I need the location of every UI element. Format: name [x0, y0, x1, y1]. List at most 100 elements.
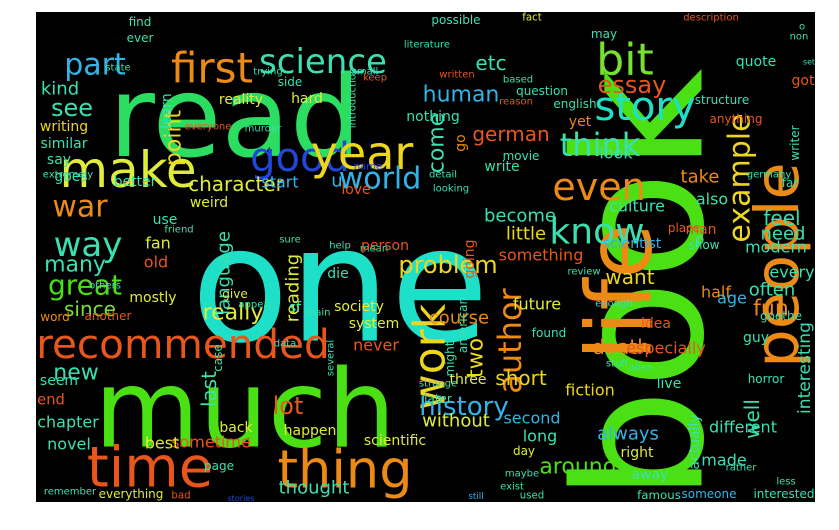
cloud-word: fact [522, 13, 541, 24]
cloud-word: german [472, 122, 549, 146]
cloud-word: got [792, 73, 815, 89]
cloud-word: last [197, 371, 221, 407]
cloud-word: culture [609, 197, 665, 216]
cloud-word: alien [629, 363, 653, 374]
cloud-word: goes [54, 169, 87, 185]
cloud-word: question [516, 84, 568, 98]
cloud-word: write [484, 159, 519, 175]
cloud-word: hard [291, 91, 323, 107]
cloud-word: well [740, 399, 764, 439]
cloud-word: page [204, 459, 234, 473]
cloud-word: back [219, 420, 253, 436]
cloud-word: made [701, 451, 746, 470]
cloud-word: reality [219, 92, 263, 108]
cloud-word: way [54, 225, 123, 265]
cloud-word: example [723, 113, 758, 242]
cloud-word: know [549, 212, 644, 253]
cloud-word: work [405, 303, 456, 410]
cloud-word: reading [283, 254, 304, 322]
cloud-word: show [688, 238, 719, 252]
cloud-word: yet [569, 114, 592, 130]
cloud-word: war [52, 190, 108, 225]
cloud-word: scientist [603, 236, 662, 252]
cloud-word: small [352, 67, 379, 78]
cloud-word: thing [277, 440, 412, 501]
cloud-word: side [278, 75, 303, 89]
cloud-word: read [109, 53, 361, 183]
cloud-word: bad [171, 491, 190, 502]
cloud-word: sure [279, 235, 301, 246]
cloud-word: rather [726, 463, 758, 474]
cloud-word: american [456, 297, 470, 353]
cloud-word: found [532, 326, 566, 340]
cloud-word: around [539, 455, 616, 480]
cloud-word: recommended [36, 320, 330, 368]
cloud-word: three [449, 372, 486, 388]
cloud-word: look [599, 144, 633, 163]
cloud-word: bit [596, 35, 653, 86]
cloud-word: little [506, 224, 546, 245]
cloud-word: great [48, 269, 122, 302]
cloud-word: die [327, 266, 348, 282]
cloud-word: friend [164, 225, 193, 236]
cloud-word: place [668, 221, 700, 235]
cloud-word: famous [637, 488, 681, 502]
cloud-word: also [696, 190, 728, 209]
cloud-word: u [331, 171, 342, 192]
cloud-word: introduction [348, 68, 359, 128]
cloud-word: away [632, 467, 669, 483]
cloud-word: give [222, 287, 247, 301]
cloud-word: often [749, 280, 796, 301]
cloud-word: less [776, 477, 795, 488]
cloud-word: interested [753, 487, 814, 501]
cloud-word: think [560, 126, 641, 164]
cloud-word: possible [431, 13, 480, 27]
cloud-word: say [47, 152, 71, 168]
cloud-word: man [685, 222, 716, 238]
cloud-word: much [94, 348, 395, 473]
cloud-word: two [464, 338, 489, 378]
cloud-word: everything [99, 487, 164, 501]
cloud-word: far [782, 176, 799, 190]
cloud-word: take [681, 167, 720, 188]
cloud-word: data [274, 339, 297, 350]
cloud-word: appear [238, 300, 274, 311]
cloud-word: death [592, 335, 650, 359]
cloud-word: lot [273, 392, 304, 420]
cloud-word: really [203, 301, 264, 326]
cloud-word: might [443, 341, 457, 376]
cloud-word: science [259, 42, 387, 82]
cloud-word: maybe [505, 469, 539, 480]
cloud-word: nothing [406, 109, 459, 125]
cloud-word: history [419, 392, 508, 422]
cloud-word: others [89, 281, 121, 292]
cloud-word: modern [745, 238, 807, 257]
cloud-word: without [422, 411, 490, 432]
cloud-word: looking [433, 184, 469, 195]
cloud-word: one [191, 192, 489, 379]
cloud-word: language [214, 231, 235, 315]
cloud-word: used [520, 491, 545, 502]
cloud-word: name [354, 162, 382, 173]
cloud-word: similar [41, 136, 88, 152]
cloud-word: novel [47, 435, 91, 454]
cloud-word: second [503, 409, 560, 428]
cloud-word: person [361, 238, 409, 254]
cloud-word: stuff [606, 359, 629, 370]
cloud-word: since [64, 297, 116, 321]
cloud-word: remember [44, 487, 97, 498]
cloud-word: happen [284, 423, 337, 439]
cloud-word: even [552, 165, 645, 209]
cloud-word: day [513, 444, 535, 458]
cloud-word: course [429, 308, 489, 329]
cloud-word: different [709, 418, 777, 437]
cloud-word: future [513, 295, 561, 314]
cloud-word: find [129, 15, 152, 29]
cloud-word: sometime [171, 433, 251, 452]
cloud-word: later [424, 392, 452, 406]
cloud-word: non [790, 32, 809, 43]
cloud-word: life [568, 223, 673, 360]
cloud-word: word [40, 310, 70, 324]
cloud-word: end [37, 392, 65, 409]
